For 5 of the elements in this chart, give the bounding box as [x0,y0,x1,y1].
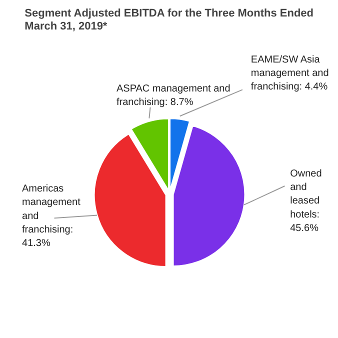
slice-label: Americas management and franchising: 41.3% [22,184,81,250]
slice-label: ASPAC management and franchising: 8.7% [116,83,230,108]
slice-label: Owned and leased hotels: 45.6% [290,168,322,234]
chart-title: Segment Adjusted EBITDA for the Three Months Ended March 31, 2019* [24,7,314,32]
slice-label: EAME/SW Asia management and franchising: 4.4% [250,54,329,93]
